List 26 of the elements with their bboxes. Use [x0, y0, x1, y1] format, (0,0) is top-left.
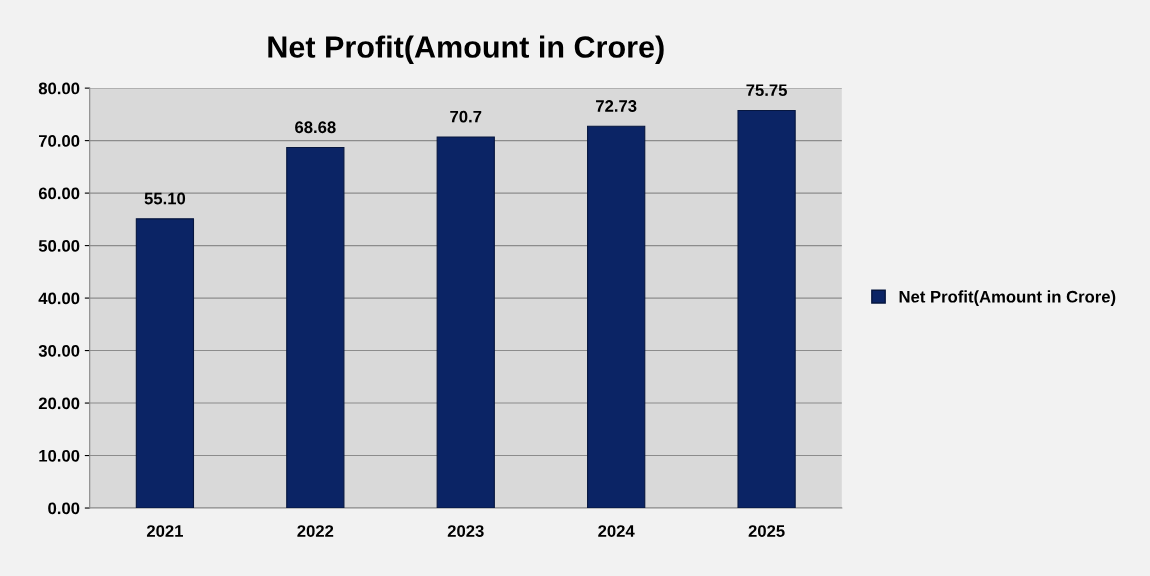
y-tick-label: 40.00 — [38, 292, 80, 305]
x-tick-label: 2023 — [447, 525, 484, 537]
y-tick-label: 80.00 — [38, 82, 80, 95]
bar — [737, 109, 796, 509]
y-tick-label: 10.00 — [39, 449, 80, 462]
legend-label: Net Profit(Amount in Crore) — [899, 290, 1116, 306]
data-label: 55.10 — [144, 192, 186, 205]
y-tick-label: 70.00 — [38, 135, 80, 147]
bar — [436, 136, 495, 509]
y-tick-label: 30.00 — [38, 344, 80, 357]
x-tick-label: 2025 — [748, 525, 785, 537]
x-tick-label: 2024 — [598, 525, 635, 537]
data-label: 68.68 — [295, 121, 336, 134]
y-tick-label: 0.00 — [48, 502, 80, 515]
data-label: 72.73 — [596, 100, 637, 112]
chart-title: Net Profit(Amount in Crore) — [268, 35, 664, 64]
y-tick-label: 50.00 — [38, 239, 80, 252]
y-tick-label: 60.00 — [38, 187, 80, 200]
bar — [135, 218, 195, 509]
data-label: 75.75 — [746, 84, 787, 97]
y-tick-label: 20.00 — [38, 397, 80, 410]
x-tick-label: 2022 — [297, 525, 334, 537]
data-label: 70.7 — [450, 110, 482, 123]
x-tick-label: 2021 — [146, 525, 183, 537]
bar — [286, 146, 345, 509]
bar — [587, 125, 646, 509]
